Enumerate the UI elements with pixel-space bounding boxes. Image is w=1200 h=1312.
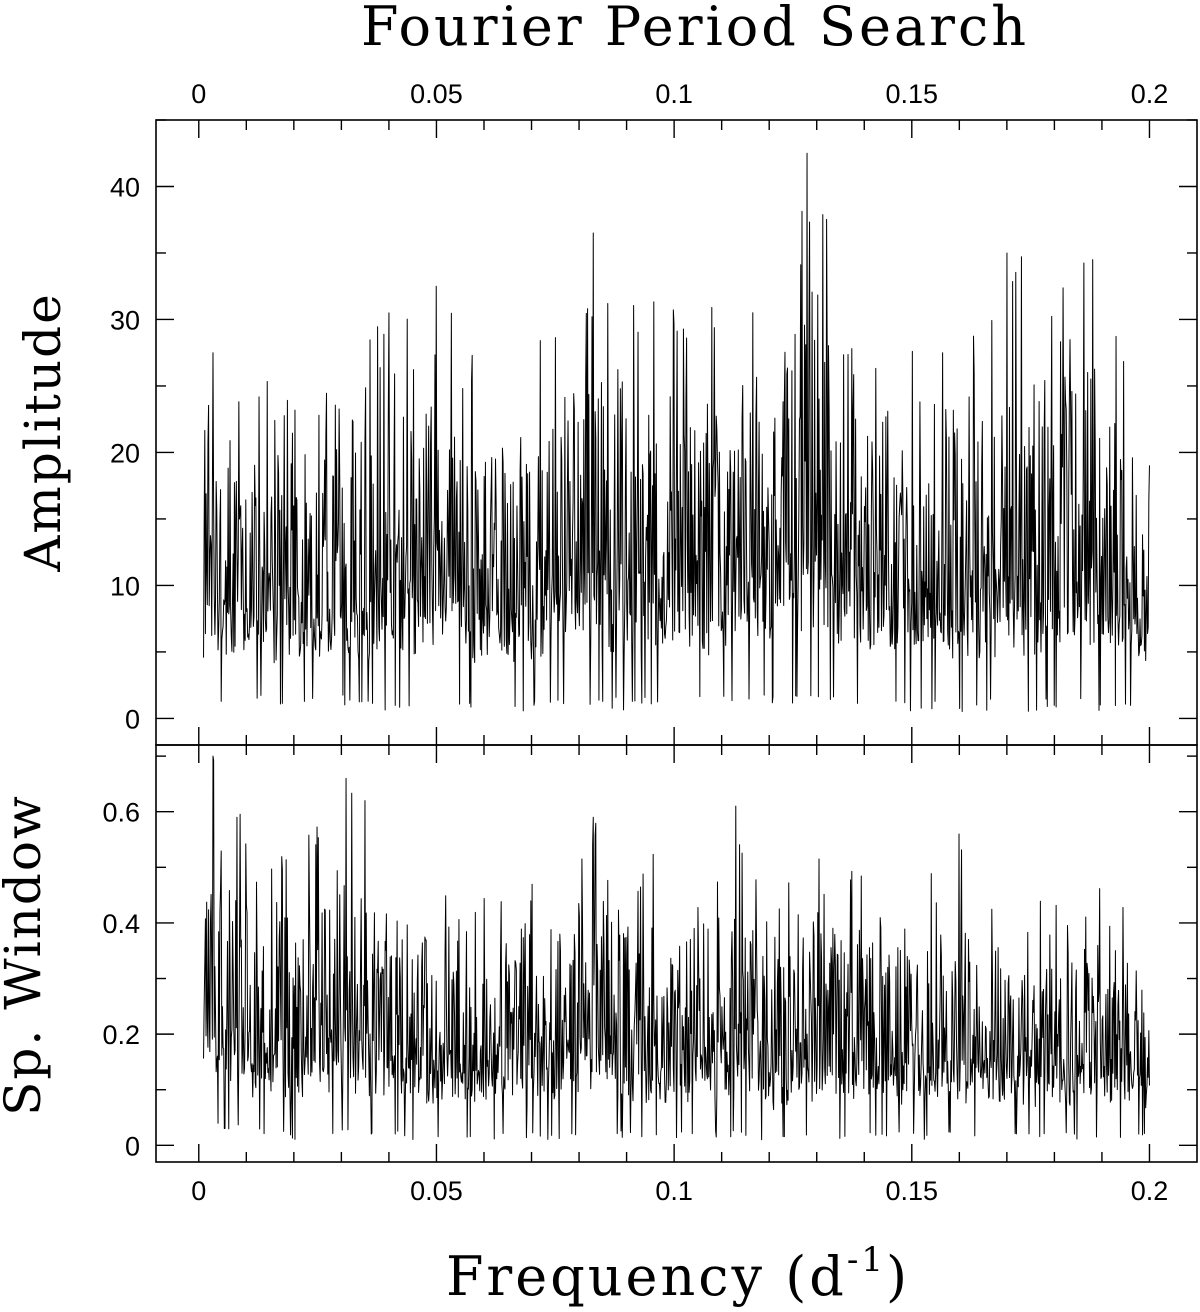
amplitude-panel: 0 10 20 30 40 0 0.05 0.1 0.15 0.2 Amplitude bbox=[14, 79, 1198, 746]
y-tick-label: 10 bbox=[110, 571, 140, 601]
y-tick-label: 0.2 bbox=[102, 1020, 140, 1050]
x-axis-label-suffix: ) bbox=[886, 1245, 910, 1308]
y-tick-label: 30 bbox=[110, 305, 140, 335]
x-tick-label: 0.2 bbox=[1131, 79, 1169, 109]
spectral-window-y-axis-label: Sp. Window bbox=[0, 794, 52, 1116]
x-tick-label: 0.1 bbox=[655, 79, 693, 109]
y-tick-label: 0 bbox=[125, 1131, 140, 1161]
spectral-window-y-tick-labels: 0 0.2 0.4 0.6 bbox=[102, 798, 140, 1162]
y-tick-label: 40 bbox=[110, 172, 140, 202]
spectral-window-frame bbox=[155, 744, 1198, 1163]
spectral-window-panel: 0 0.2 0.4 0.6 0 0.05 0.1 0.15 0.2 Sp. Window bbox=[0, 744, 1198, 1206]
x-axis-label-superscript: -1 bbox=[847, 1240, 886, 1280]
x-tick-label: 0.05 bbox=[410, 1176, 463, 1206]
y-tick-label: 0 bbox=[125, 704, 140, 734]
series-line bbox=[203, 755, 1150, 1141]
x-tick-label: 0 bbox=[191, 79, 206, 109]
x-tick-label: 0.15 bbox=[886, 79, 939, 109]
amplitude-y-axis-label: Amplitude bbox=[14, 292, 72, 572]
chart-title: Fourier Period Search bbox=[361, 0, 1029, 58]
bottom-x-tick-labels: 0 0.05 0.1 0.15 0.2 bbox=[191, 1176, 1168, 1206]
spectral-window-series bbox=[203, 755, 1150, 1141]
x-tick-label: 0.1 bbox=[655, 1176, 693, 1206]
x-tick-label: 0 bbox=[191, 1176, 206, 1206]
x-axis-label: Frequency (d-1) bbox=[446, 1240, 910, 1308]
amplitude-ticks bbox=[156, 119, 1197, 745]
x-tick-label: 0.15 bbox=[886, 1176, 939, 1206]
x-tick-label: 0.2 bbox=[1131, 1176, 1169, 1206]
y-tick-label: 20 bbox=[110, 438, 140, 468]
top-x-tick-labels: 0 0.05 0.1 0.15 0.2 bbox=[191, 79, 1168, 109]
spectral-window-ticks bbox=[156, 745, 1197, 1162]
y-tick-label: 0.6 bbox=[102, 798, 140, 828]
x-axis-label-main: Frequency (d bbox=[446, 1245, 847, 1308]
y-tick-label: 0.4 bbox=[102, 909, 140, 939]
amplitude-series bbox=[203, 152, 1150, 713]
series-line bbox=[203, 152, 1150, 713]
x-tick-label: 0.05 bbox=[410, 79, 463, 109]
amplitude-y-tick-labels: 0 10 20 30 40 bbox=[110, 172, 140, 734]
